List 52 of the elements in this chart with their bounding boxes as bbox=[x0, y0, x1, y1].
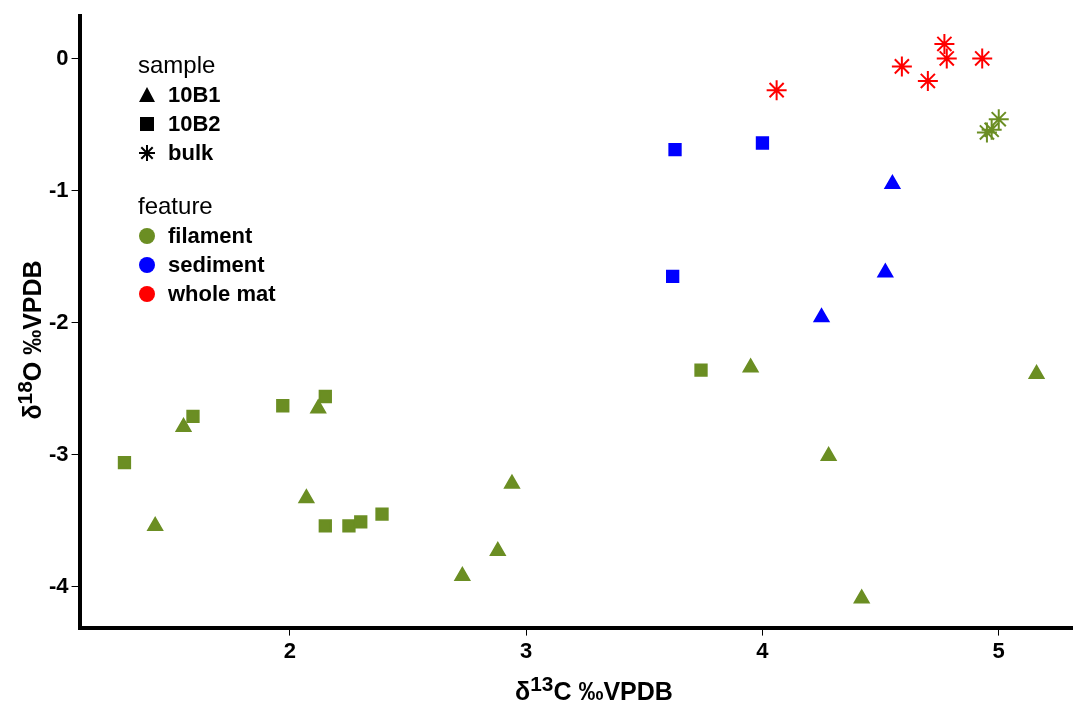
point bbox=[935, 47, 958, 70]
point bbox=[742, 358, 759, 373]
annotation: bulk bbox=[168, 139, 214, 166]
point bbox=[318, 519, 332, 533]
annotation: filament bbox=[168, 222, 253, 249]
annotation: whole mat bbox=[168, 280, 276, 307]
point bbox=[454, 567, 471, 582]
point bbox=[666, 269, 680, 283]
point bbox=[980, 118, 1003, 141]
point bbox=[276, 399, 290, 413]
x-tick-label: 4 bbox=[756, 637, 770, 663]
point bbox=[504, 474, 520, 489]
point bbox=[147, 516, 164, 531]
point bbox=[694, 363, 708, 377]
x-axis-title: δ$^{13}$C ‰VPDB bbox=[514, 672, 674, 707]
point bbox=[175, 417, 192, 432]
point bbox=[117, 455, 132, 470]
x-tick-label: 2 bbox=[283, 637, 296, 663]
point bbox=[971, 47, 994, 70]
point bbox=[813, 308, 830, 323]
point bbox=[933, 32, 956, 55]
y-tick-label: -4 bbox=[49, 572, 70, 598]
point bbox=[853, 589, 870, 604]
point bbox=[890, 55, 913, 78]
point bbox=[916, 69, 939, 92]
point bbox=[820, 446, 837, 461]
point bbox=[987, 108, 1010, 131]
y-tick-label: 0 bbox=[56, 44, 69, 70]
point bbox=[298, 489, 315, 504]
annotation: 10B1 bbox=[168, 81, 221, 108]
point bbox=[310, 399, 327, 414]
point bbox=[877, 263, 894, 278]
annotation: feature bbox=[138, 191, 214, 221]
point bbox=[375, 507, 389, 521]
annotation: sample bbox=[138, 50, 217, 80]
point bbox=[186, 409, 200, 423]
point bbox=[975, 121, 998, 144]
x-tick-label: 3 bbox=[520, 637, 533, 663]
x-tick-label: 5 bbox=[992, 637, 1005, 663]
point bbox=[1028, 365, 1045, 380]
annotation: sediment bbox=[168, 251, 265, 278]
point bbox=[755, 136, 770, 150]
annotation: 10B2 bbox=[168, 110, 221, 137]
point bbox=[318, 389, 332, 404]
y-tick-label: -2 bbox=[49, 308, 69, 334]
point bbox=[489, 542, 506, 557]
point bbox=[354, 515, 368, 529]
point bbox=[765, 79, 788, 102]
point bbox=[668, 142, 682, 157]
y-tick-label: -1 bbox=[49, 176, 69, 202]
point bbox=[342, 519, 356, 533]
y-tick-label: -3 bbox=[49, 440, 69, 466]
